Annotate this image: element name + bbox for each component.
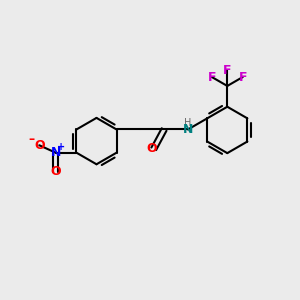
Text: –: – <box>29 134 35 146</box>
Text: N: N <box>50 146 61 159</box>
Text: F: F <box>208 70 216 83</box>
Text: F: F <box>238 70 247 83</box>
Text: O: O <box>50 166 61 178</box>
Text: N: N <box>183 123 193 136</box>
Text: F: F <box>223 64 232 77</box>
Text: +: + <box>58 142 66 152</box>
Text: O: O <box>34 139 45 152</box>
Text: H: H <box>184 118 192 128</box>
Text: O: O <box>146 142 157 155</box>
